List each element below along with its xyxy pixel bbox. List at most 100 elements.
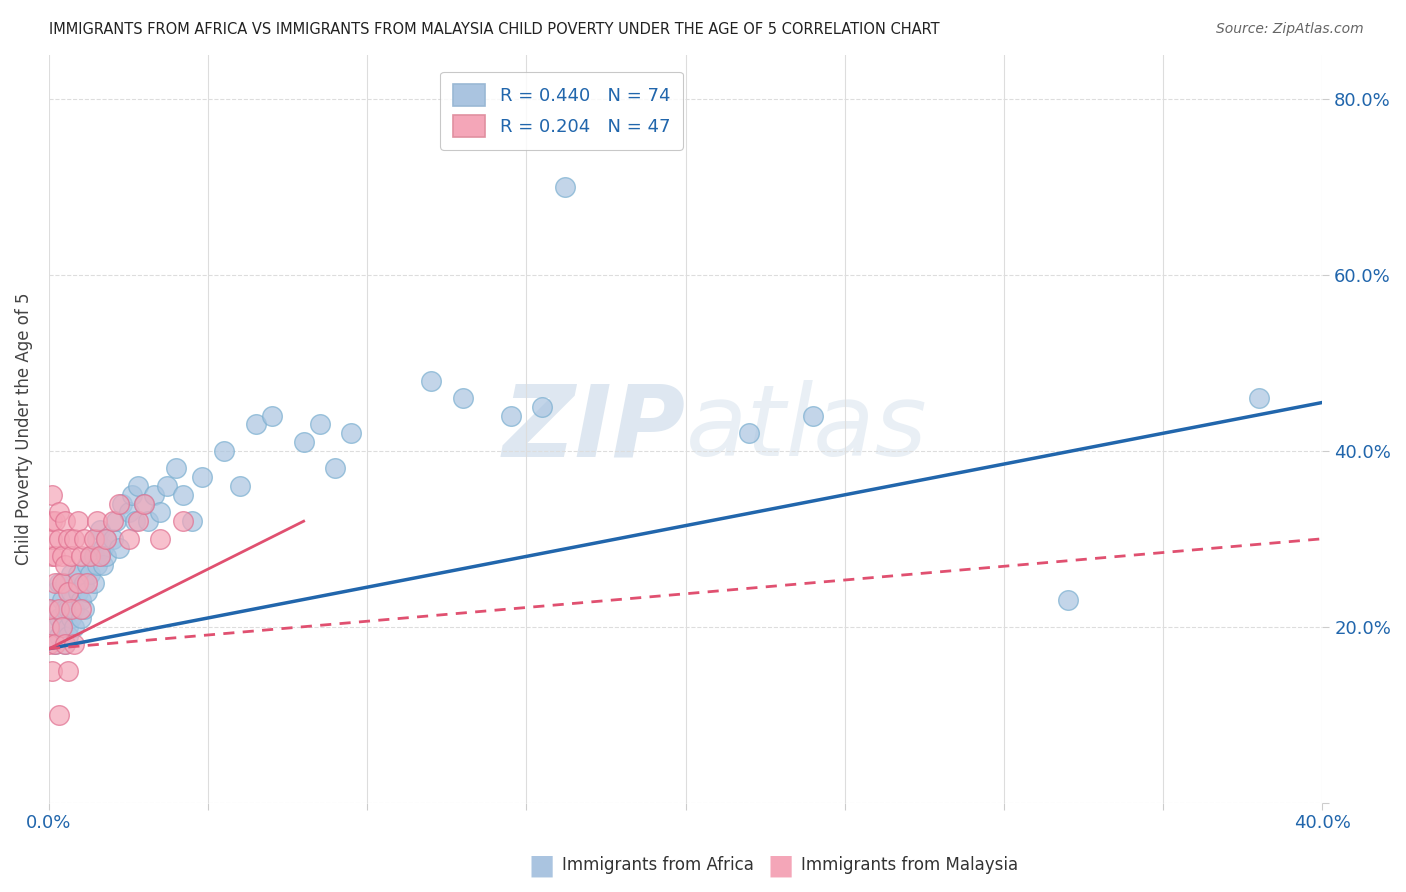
Point — [51, 620, 73, 634]
Text: Immigrants from Malaysia: Immigrants from Malaysia — [801, 856, 1018, 874]
Point — [79, 549, 101, 564]
Point — [56, 620, 79, 634]
Point — [101, 514, 124, 528]
Point — [79, 549, 101, 564]
Point — [73, 532, 96, 546]
Point — [38, 637, 60, 651]
Point — [44, 637, 66, 651]
Point — [134, 497, 156, 511]
Point — [60, 566, 83, 581]
Point — [56, 664, 79, 678]
Point — [63, 637, 86, 651]
Point — [86, 558, 108, 573]
Text: Immigrants from Africa: Immigrants from Africa — [562, 856, 754, 874]
Point — [1247, 391, 1270, 405]
Point — [83, 575, 105, 590]
Point — [41, 620, 63, 634]
Point — [86, 514, 108, 528]
Point — [53, 637, 76, 651]
Point — [73, 602, 96, 616]
Point — [51, 620, 73, 634]
Point — [66, 584, 89, 599]
Point — [165, 461, 187, 475]
Point — [41, 664, 63, 678]
Point — [451, 391, 474, 405]
Point — [499, 409, 522, 423]
Point — [69, 602, 91, 616]
Point — [554, 180, 576, 194]
Point — [136, 514, 159, 528]
Point — [96, 532, 118, 546]
Point — [111, 497, 134, 511]
Point — [86, 532, 108, 546]
Point — [41, 602, 63, 616]
Point — [48, 505, 70, 519]
Point — [53, 637, 76, 651]
Point — [91, 541, 114, 555]
Point — [63, 602, 86, 616]
Point — [48, 628, 70, 642]
Point — [48, 575, 70, 590]
Point — [127, 514, 149, 528]
Point — [117, 532, 139, 546]
Point — [143, 488, 166, 502]
Text: ■: ■ — [768, 851, 793, 880]
Point — [245, 417, 267, 432]
Point — [83, 532, 105, 546]
Point — [44, 575, 66, 590]
Point — [172, 514, 194, 528]
Point — [60, 549, 83, 564]
Point — [76, 584, 98, 599]
Point — [41, 549, 63, 564]
Point — [83, 549, 105, 564]
Point — [149, 532, 172, 546]
Point — [229, 479, 252, 493]
Point — [56, 584, 79, 599]
Point — [124, 514, 146, 528]
Point — [108, 497, 131, 511]
Point — [48, 532, 70, 546]
Point — [56, 602, 79, 616]
Point — [260, 409, 283, 423]
Point — [308, 417, 330, 432]
Point — [191, 470, 214, 484]
Point — [48, 602, 70, 616]
Point — [51, 575, 73, 590]
Text: Source: ZipAtlas.com: Source: ZipAtlas.com — [1216, 22, 1364, 37]
Point — [53, 575, 76, 590]
Point — [44, 514, 66, 528]
Point — [69, 549, 91, 564]
Point — [41, 514, 63, 528]
Point — [41, 532, 63, 546]
Point — [89, 549, 111, 564]
Point — [51, 593, 73, 607]
Point — [60, 584, 83, 599]
Point — [96, 549, 118, 564]
Point — [127, 479, 149, 493]
Point — [172, 488, 194, 502]
Point — [38, 602, 60, 616]
Point — [156, 479, 179, 493]
Point — [1056, 593, 1078, 607]
Point — [212, 443, 235, 458]
Point — [420, 374, 443, 388]
Point — [89, 523, 111, 537]
Point — [69, 611, 91, 625]
Point — [325, 461, 347, 475]
Point — [89, 549, 111, 564]
Point — [531, 400, 554, 414]
Text: ZIP: ZIP — [503, 380, 686, 477]
Point — [738, 426, 761, 441]
Point — [121, 488, 143, 502]
Point — [63, 620, 86, 634]
Point — [134, 497, 156, 511]
Point — [56, 532, 79, 546]
Point — [60, 611, 83, 625]
Point — [44, 584, 66, 599]
Point — [149, 505, 172, 519]
Point — [117, 505, 139, 519]
Point — [60, 602, 83, 616]
Point — [44, 637, 66, 651]
Point — [69, 593, 91, 607]
Point — [53, 558, 76, 573]
